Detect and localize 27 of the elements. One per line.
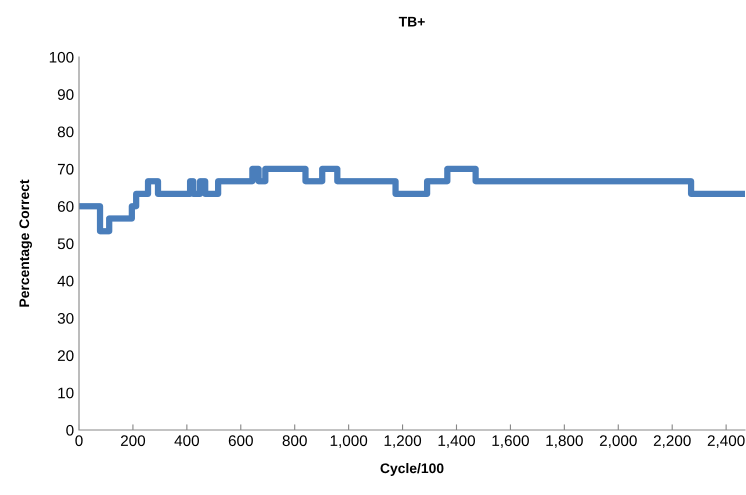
y-tick-label: 20: [58, 350, 74, 362]
x-tick-label: 0: [75, 435, 83, 446]
x-tick-label: 1,200: [384, 435, 422, 448]
y-tick-label: 40: [58, 276, 74, 286]
x-tick-label: 2,400: [708, 435, 745, 448]
x-tick-label: 1,400: [438, 435, 476, 448]
y-tick-label: 0: [66, 424, 74, 436]
x-tick-label: 1,600: [492, 435, 529, 448]
x-tick-label: 200: [120, 435, 146, 446]
x-tick-label: 800: [282, 435, 307, 446]
x-tick-label: 1,800: [546, 435, 583, 448]
y-tick-label: 60: [58, 201, 74, 212]
chart-title: TB+: [398, 16, 425, 26]
y-tick-label: 90: [58, 89, 74, 100]
x-axis-title: Cycle/100: [380, 462, 444, 476]
x-tick-label: 2,000: [600, 435, 637, 448]
y-tick-label: 100: [50, 52, 74, 63]
x-tick-label: 2,200: [654, 435, 691, 448]
y-tick-label: 50: [58, 238, 74, 250]
x-tick-label: 400: [174, 435, 200, 446]
y-tick-label: 70: [58, 164, 74, 175]
x-tick-label: 1,000: [330, 435, 368, 448]
x-tick-label: 600: [228, 435, 253, 446]
y-tick-label: 30: [58, 312, 74, 324]
y-tick-label: 80: [58, 126, 74, 138]
y-tick-label: 10: [58, 388, 74, 398]
y-axis-title: Percentage Correct: [19, 180, 32, 307]
